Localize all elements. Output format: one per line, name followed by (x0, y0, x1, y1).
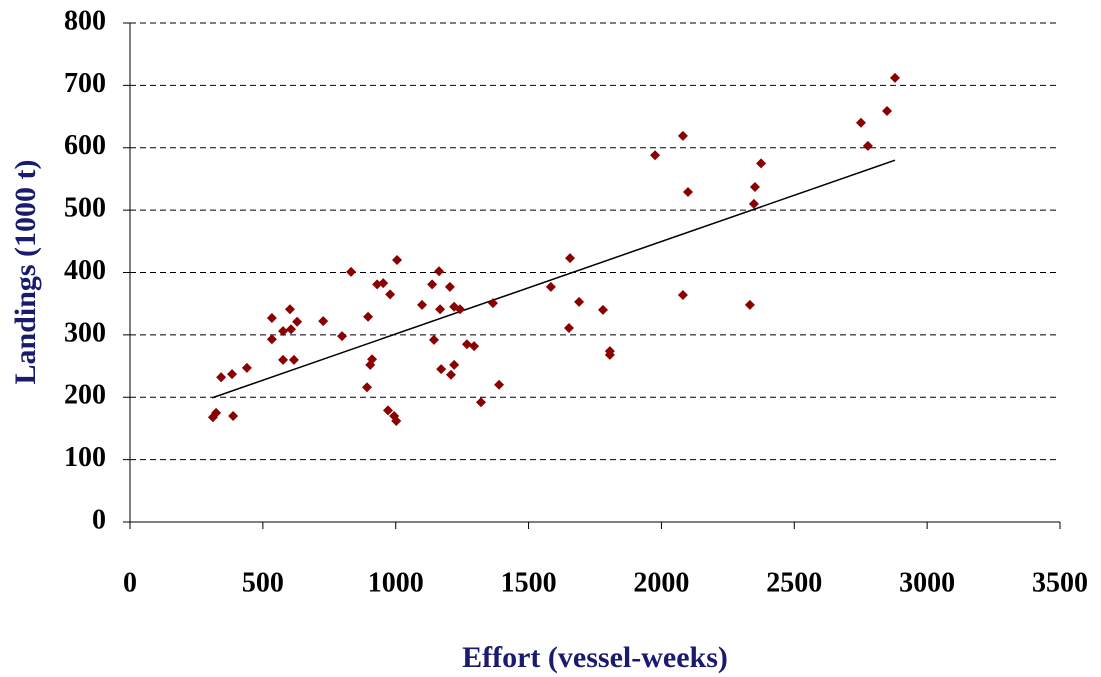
data-point (385, 289, 396, 300)
data-point (574, 296, 585, 307)
x-tick-label: 2500 (766, 567, 822, 598)
data-point (378, 278, 389, 289)
data-point (428, 334, 439, 345)
data-point (435, 304, 446, 315)
data-point (445, 369, 456, 380)
x-tick-label: 3000 (899, 567, 955, 598)
y-tick-label: 0 (92, 504, 106, 535)
data-point (286, 324, 297, 335)
data-point (748, 198, 759, 209)
data-point (597, 304, 608, 315)
data-point (545, 281, 556, 292)
data-point (367, 354, 378, 365)
data-point (476, 397, 487, 408)
data-point (855, 117, 866, 128)
data-point (391, 415, 402, 426)
y-tick-label: 300 (64, 317, 106, 348)
trendline (211, 159, 896, 399)
x-tick-label: 1000 (368, 567, 424, 598)
data-point (494, 379, 505, 390)
data-point (604, 349, 615, 360)
y-tick-label: 600 (64, 130, 106, 161)
data-point (216, 372, 227, 383)
data-point (417, 299, 428, 310)
data-point (228, 410, 239, 421)
data-point (683, 187, 693, 198)
data-point (337, 331, 348, 342)
data-point (744, 299, 755, 310)
data-point (455, 304, 466, 315)
x-tick-label: 500 (242, 567, 284, 598)
data-point (427, 279, 438, 290)
data-point (461, 339, 472, 350)
data-point (211, 407, 222, 418)
data-point (469, 341, 480, 352)
x-tick-label: 0 (123, 567, 137, 598)
data-point (241, 362, 252, 373)
data-point (862, 140, 873, 151)
data-point (284, 304, 295, 315)
data-point (227, 369, 238, 380)
data-point (677, 130, 688, 141)
data-point (318, 316, 329, 327)
x-tick-label: 1500 (501, 567, 557, 598)
data-point (363, 311, 374, 322)
data-point (278, 326, 289, 337)
data-point (882, 105, 893, 116)
data-point (677, 289, 688, 300)
data-point (749, 182, 760, 193)
y-axis-title: Landings (1000 t) (9, 159, 42, 384)
data-point (756, 158, 767, 169)
x-tick-label: 3500 (1032, 567, 1088, 598)
data-point (444, 281, 455, 292)
x-axis-title: Effort (vessel-weeks) (462, 641, 728, 674)
data-point (434, 266, 445, 277)
data-point (292, 316, 303, 327)
data-point (889, 72, 900, 83)
data-point (383, 405, 394, 416)
data-point (346, 266, 357, 277)
data-point (362, 382, 373, 393)
data-point (650, 150, 661, 161)
data-point (266, 313, 277, 324)
x-tick-label: 2000 (633, 567, 689, 598)
data-point (563, 323, 574, 334)
y-tick-label: 400 (64, 255, 106, 286)
y-tick-label: 100 (64, 442, 106, 473)
y-tick-label: 200 (64, 380, 106, 411)
y-tick-label: 500 (64, 193, 106, 224)
data-point (449, 359, 460, 370)
data-point (487, 298, 498, 309)
data-point (278, 354, 289, 365)
data-point (392, 255, 403, 266)
y-tick-label: 700 (64, 68, 106, 99)
y-tick-label: 800 (64, 5, 106, 36)
data-point (436, 364, 447, 375)
data-point (288, 354, 299, 365)
data-point (565, 253, 576, 264)
data-point (266, 334, 277, 345)
